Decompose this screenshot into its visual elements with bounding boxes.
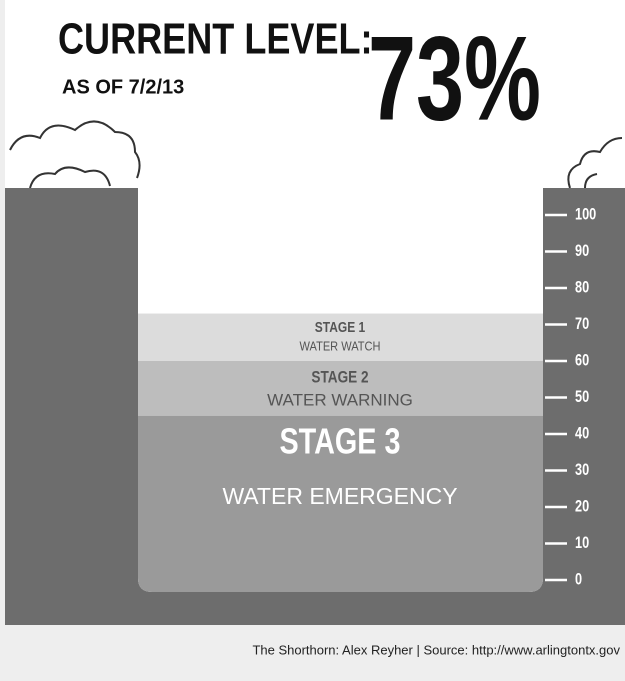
stage-label: WATER WATCH <box>300 339 381 354</box>
tick-label: 10 <box>575 533 589 552</box>
stage-name: STAGE 2 <box>311 368 368 387</box>
tick-label: 20 <box>575 497 589 516</box>
tick-label: 30 <box>575 460 589 479</box>
stage-band <box>138 415 543 592</box>
tick-label: 60 <box>575 351 589 370</box>
tick-label: 80 <box>575 278 589 297</box>
tick-label: 40 <box>575 424 589 443</box>
tick-label: 0 <box>575 570 582 589</box>
stage-label: WATER WARNING <box>267 391 413 410</box>
source: The Shorthorn: Alex Reyher | Source: htt… <box>252 642 620 657</box>
stage-name: STAGE 1 <box>315 319 366 336</box>
stage-name: STAGE 3 <box>279 421 400 462</box>
basin: STAGE 1 WATER WATCH STAGE 2 WATER WARNING ST… <box>5 188 625 625</box>
shrub-right <box>567 137 623 189</box>
tick-label: 70 <box>575 314 589 333</box>
stage-band <box>138 313 543 361</box>
subtitle: AS OF 7/2/13 <box>62 76 184 98</box>
shrub-left <box>9 120 141 189</box>
tick-label: 90 <box>575 241 589 260</box>
stage-label: WATER EMERGENCY <box>222 483 457 509</box>
current-level: 73% <box>368 12 541 146</box>
title: CURRENT LEVEL: <box>58 14 373 63</box>
stage-band <box>138 361 543 416</box>
tick-label: 50 <box>575 387 589 406</box>
tick-label: 100 <box>575 205 596 224</box>
